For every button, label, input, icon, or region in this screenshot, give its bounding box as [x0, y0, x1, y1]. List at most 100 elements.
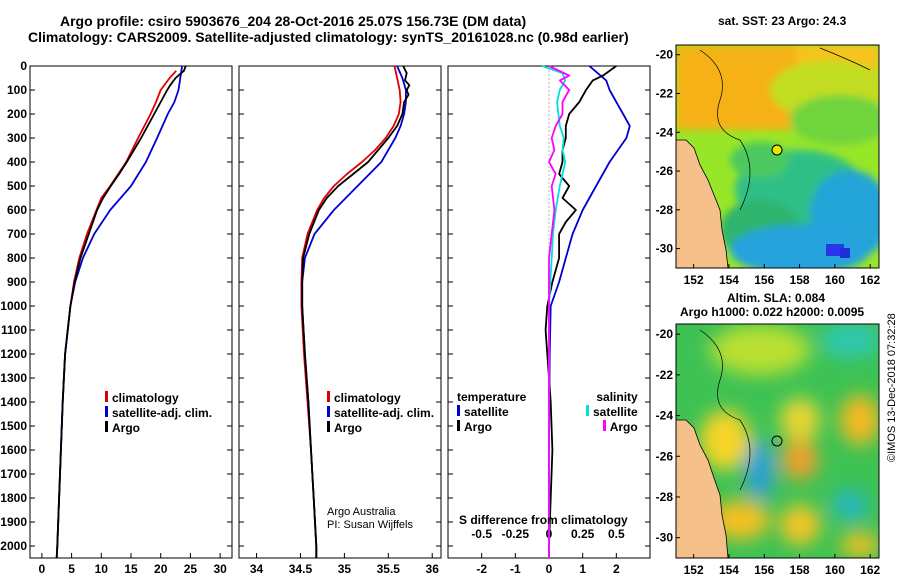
salinity-panel: 34 34.5 35 35.5 36 salinity	[238, 65, 442, 580]
map-y-tick-label: -24	[656, 125, 674, 139]
sst-map-contour	[819, 47, 871, 71]
salinity-note: Argo Australia PI: Susan Wijffels	[327, 506, 413, 532]
legend-swatch-blue	[457, 405, 460, 416]
map-x-tick-label: 152	[684, 273, 704, 287]
series-line-climatology	[55, 70, 177, 559]
map-x-tick-label: 162	[860, 273, 880, 287]
legend-label: satellite	[464, 405, 509, 419]
series-line-temperature-satellite	[548, 65, 631, 558]
salinity-x-axis-label: salinity	[319, 578, 361, 580]
sst-map-cold-patch	[826, 244, 844, 256]
legend-salinity: climatology satellite-adj. clim. Argo	[327, 391, 434, 436]
diff-top-axis-label: S difference from climatology	[459, 513, 628, 527]
depth-tick-label: 1000	[0, 299, 27, 313]
map-x-tick-label: 162	[860, 563, 880, 577]
series-line-argo	[301, 65, 411, 558]
x-tick-label: -1	[510, 562, 521, 576]
x-tick-label: 25	[184, 562, 198, 576]
legend-swatch-black	[457, 420, 460, 431]
legend-item-satellite: satellite-adj. clim.	[327, 406, 434, 421]
depth-tick-label: 200	[7, 107, 27, 121]
depth-tick-label: 300	[7, 131, 27, 145]
sla-map-frame	[675, 323, 880, 559]
x-tick-label: 35	[338, 562, 352, 576]
map-x-tick-label: 158	[790, 563, 810, 577]
series-line-satellite-adj-clim-	[301, 65, 407, 558]
depth-tick-label: 100	[7, 83, 27, 97]
map-x-tick-label: 160	[825, 563, 845, 577]
x-tick-label: 20	[154, 562, 168, 576]
top-x-tick-label: 0.5	[608, 527, 625, 541]
copyright: ©IMOS 13-Dec-2018 07:32:28	[886, 313, 898, 462]
sla-map-axes: 152 154 156 158 160 162 -20 -22 -24 -26 -28 -30	[656, 327, 881, 577]
sla-map-subtitle: Argo h1000: 0.022 h2000: 0.0095	[680, 305, 865, 319]
legend-item-argo: Argo	[327, 421, 434, 436]
map-y-tick-label: -30	[656, 242, 674, 256]
legend-item-satellite: satellite	[586, 405, 638, 420]
depth-tick-label: 1300	[0, 371, 27, 385]
legend-swatch-black	[105, 421, 108, 432]
sla-map	[676, 324, 879, 558]
legend-swatch-red	[327, 391, 330, 402]
map-y-tick-label: -30	[656, 531, 674, 545]
x-tick-label: 15	[124, 562, 138, 576]
legend-title: salinity	[596, 390, 638, 404]
legend-swatch-magenta	[602, 420, 606, 431]
map-x-tick-label: 156	[754, 273, 774, 287]
x-tick-label: -2	[476, 562, 487, 576]
difference-panel: -2 -1 0 1 2 T difference from climatology -0.5…	[447, 65, 651, 580]
series-line-salinity-satellite	[541, 65, 567, 558]
depth-tick-label: 500	[7, 179, 27, 193]
series-line-salinity-argo	[548, 65, 571, 558]
series-line-satellite-adj-clim-	[55, 65, 183, 559]
depth-tick-label: 1500	[0, 419, 27, 433]
legend-swatch-blue	[105, 406, 108, 417]
legend-temperature: climatology satellite-adj. clim. Argo	[105, 391, 212, 436]
sla-map-field	[700, 324, 879, 557]
legend-label: satellite	[593, 405, 638, 419]
top-x-tick-label: -0.25	[502, 527, 530, 541]
figure-title-line1: Argo profile: csiro 5903676_204 28-Oct-2…	[60, 13, 527, 29]
depth-tick-label: 700	[7, 227, 27, 241]
difference-x-axis-label: T difference from climatology	[465, 578, 633, 580]
map-x-tick-label: 158	[790, 273, 810, 287]
sst-map-frame	[675, 44, 880, 269]
sst-map-cold-patch	[840, 248, 850, 258]
legend-item-climatology: climatology	[327, 391, 434, 406]
x-tick-label: 35.5	[377, 562, 401, 576]
map-x-tick-label: 160	[825, 273, 845, 287]
legend-label: Argo	[609, 420, 638, 434]
map-y-tick-label: -24	[656, 409, 674, 423]
temperature-x-axis-label: temperature (deg C)	[74, 578, 188, 580]
legend-item-climatology: climatology	[105, 391, 212, 406]
map-x-tick-label: 152	[684, 563, 704, 577]
legend-label: climatology	[112, 391, 179, 405]
map-y-tick-label: -26	[656, 449, 674, 463]
legend-label: Argo	[464, 420, 492, 434]
legend-item-argo: Argo	[457, 420, 526, 435]
legend-label: Argo	[334, 421, 362, 435]
sla-map-title: Altim. SLA: 0.084	[727, 291, 826, 305]
depth-tick-label: 800	[7, 251, 27, 265]
x-tick-label: 10	[95, 562, 109, 576]
depth-tick-label: 400	[7, 155, 27, 169]
legend-item-argo: Argo	[105, 421, 212, 436]
map-x-tick-label: 156	[754, 563, 774, 577]
x-tick-label: 1	[579, 562, 586, 576]
x-tick-label: 0	[39, 562, 46, 576]
map-x-tick-label: 154	[719, 563, 739, 577]
x-tick-label: 2	[613, 562, 620, 576]
sst-map	[676, 45, 879, 268]
legend-swatch-blue	[327, 406, 330, 417]
map-y-tick-label: -20	[656, 327, 674, 341]
depth-tick-label: 0	[20, 59, 27, 73]
legend-swatch-cyan	[586, 405, 589, 416]
map-y-tick-label: -22	[656, 368, 674, 382]
legend-diff-temperature: temperature satellite Argo	[457, 390, 526, 435]
depth-tick-label: 1700	[0, 467, 27, 481]
x-tick-label: 0	[546, 562, 553, 576]
sst-map-axes: 152 154 156 158 160 162 -20 -22 -24 -26 -28 -30	[656, 48, 881, 287]
sst-map-title: sat. SST: 23 Argo: 24.3	[718, 14, 847, 28]
note-line: Argo Australia	[327, 506, 396, 518]
figure-title-line2: Climatology: CARS2009. Satellite-adjuste…	[28, 29, 629, 45]
